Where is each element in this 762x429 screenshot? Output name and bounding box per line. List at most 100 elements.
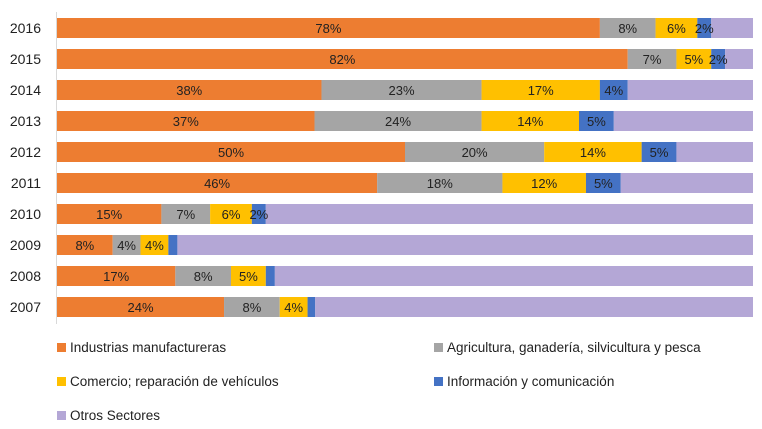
- data-label-2012-series-3: 5%: [650, 145, 669, 160]
- data-label-2008-series-0: 17%: [103, 269, 129, 284]
- data-label-2009-series-0: 8%: [75, 238, 94, 253]
- bar-2007-series-1: [224, 297, 280, 317]
- bar-2010-series-4: [265, 204, 753, 224]
- data-label-2011-series-1: 18%: [427, 176, 453, 191]
- bar-2013-series-1: [314, 111, 482, 131]
- bar-2009-series-2: [140, 235, 169, 255]
- legend-swatch-3: [434, 377, 443, 386]
- bar-2007-series-2: [279, 297, 308, 317]
- legend-label-3: Información y comunicación: [447, 374, 614, 389]
- data-label-2015-series-0: 82%: [329, 52, 355, 67]
- bar-2009-series-0: [57, 235, 113, 255]
- data-label-2012-series-0: 50%: [218, 145, 244, 160]
- data-label-2014-series-0: 38%: [176, 83, 202, 98]
- bar-2008-series-3: [265, 266, 275, 286]
- y-tick-label-2012: 2012: [10, 144, 41, 160]
- bar-2009-series-1: [112, 235, 141, 255]
- bar-2009-series-4: [177, 235, 753, 255]
- y-tick-label-2007: 2007: [10, 299, 41, 315]
- legend-swatch-2: [57, 377, 66, 386]
- legend-label-4: Otros Sectores: [70, 408, 160, 423]
- legend-label-2: Comercio; reparación de vehículos: [70, 374, 279, 389]
- bar-2008-series-4: [274, 266, 753, 286]
- bar-2014-series-2: [481, 80, 600, 100]
- bar-2013-series-3: [579, 111, 614, 131]
- data-label-2015-series-3: 2%: [709, 52, 728, 67]
- y-tick-label-2011: 2011: [11, 175, 41, 191]
- bar-2015-series-4: [725, 49, 753, 69]
- bar-2014-series-0: [57, 80, 322, 100]
- bar-2016-series-0: [57, 18, 600, 38]
- data-label-2012-series-2: 14%: [580, 145, 606, 160]
- bar-2012-series-3: [641, 142, 677, 162]
- y-axis: 2016 2015 2014 2013 2012 2011 2010 2009 2008 2007: [10, 12, 57, 324]
- bar-2014-series-4: [627, 80, 753, 100]
- bar-2010-series-0: [57, 204, 162, 224]
- bar-2013-series-0: [57, 111, 315, 131]
- bar-2016-series-3: [697, 18, 712, 38]
- bar-2015-series-3: [711, 49, 726, 69]
- data-label-2011-series-2: 12%: [531, 176, 557, 191]
- legend-swatch-1: [434, 343, 443, 352]
- bar-2016-series-1: [599, 18, 656, 38]
- bar-2012-series-0: [57, 142, 405, 162]
- data-label-2010-series-3: 2%: [249, 207, 268, 222]
- data-label-2016-series-0: 78%: [315, 21, 341, 36]
- bar-2011-series-3: [585, 173, 621, 193]
- data-label-2015-series-1: 7%: [643, 52, 662, 67]
- data-label-2008-series-1: 8%: [194, 269, 213, 284]
- bar-2014-series-1: [321, 80, 482, 100]
- bar-2010-series-3: [251, 204, 266, 224]
- y-tick-label-2009: 2009: [10, 237, 41, 253]
- y-tick-label-2008: 2008: [10, 268, 41, 284]
- legend-label-0: Industrias manufactureras: [70, 340, 226, 355]
- bar-2010-series-1: [161, 204, 211, 224]
- labels-layer: 78% 8% 6% 2% 82% 7% 5% 2% 38% 23% 17% 4% 37% 24% 14% 5%…: [75, 21, 728, 315]
- bar-2008-series-1: [175, 266, 231, 286]
- bar-2013-series-4: [613, 111, 753, 131]
- data-label-2007-series-1: 8%: [242, 300, 261, 315]
- bar-2008-series-0: [57, 266, 176, 286]
- bar-2011-series-4: [620, 173, 753, 193]
- bar-2012-series-1: [405, 142, 545, 162]
- bar-2008-series-2: [231, 266, 266, 286]
- bar-2011-series-2: [502, 173, 586, 193]
- data-label-2007-series-2: 4%: [284, 300, 303, 315]
- bar-2012-series-2: [544, 142, 642, 162]
- bar-2011-series-0: [57, 173, 378, 193]
- legend: Industrias manufactureras Agricultura, ga…: [57, 340, 701, 423]
- bar-2010-series-2: [210, 204, 252, 224]
- legend-label-1: Agricultura, ganadería, silvicultura y p…: [447, 340, 701, 355]
- legend-swatch-4: [57, 411, 66, 420]
- data-label-2014-series-2: 17%: [528, 83, 554, 98]
- data-label-2008-series-2: 5%: [239, 269, 258, 284]
- data-label-2013-series-1: 24%: [385, 114, 411, 129]
- y-tick-label-2014: 2014: [10, 82, 41, 98]
- bar-2015-series-0: [57, 49, 628, 69]
- data-label-2011-series-0: 46%: [204, 176, 230, 191]
- bar-2015-series-1: [627, 49, 677, 69]
- data-label-2010-series-0: 15%: [96, 207, 122, 222]
- data-label-2016-series-3: 2%: [695, 21, 714, 36]
- bar-2007-series-3: [307, 297, 316, 317]
- data-label-2009-series-1: 4%: [117, 238, 136, 253]
- y-tick-label-2015: 2015: [10, 51, 41, 67]
- data-label-2016-series-1: 8%: [618, 21, 637, 36]
- data-label-2013-series-3: 5%: [587, 114, 606, 129]
- y-tick-label-2013: 2013: [10, 113, 41, 129]
- data-label-2007-series-0: 24%: [128, 300, 154, 315]
- bar-2011-series-1: [377, 173, 503, 193]
- data-label-2013-series-2: 14%: [517, 114, 543, 129]
- bar-2015-series-2: [676, 49, 712, 69]
- data-label-2012-series-1: 20%: [462, 145, 488, 160]
- data-label-2010-series-1: 7%: [176, 207, 195, 222]
- data-label-2016-series-2: 6%: [667, 21, 686, 36]
- bars-layer: [57, 18, 753, 317]
- data-label-2015-series-2: 5%: [684, 52, 703, 67]
- data-label-2013-series-0: 37%: [173, 114, 199, 129]
- data-label-2014-series-1: 23%: [389, 83, 415, 98]
- bar-2009-series-3: [168, 235, 178, 255]
- bar-2014-series-3: [599, 80, 628, 100]
